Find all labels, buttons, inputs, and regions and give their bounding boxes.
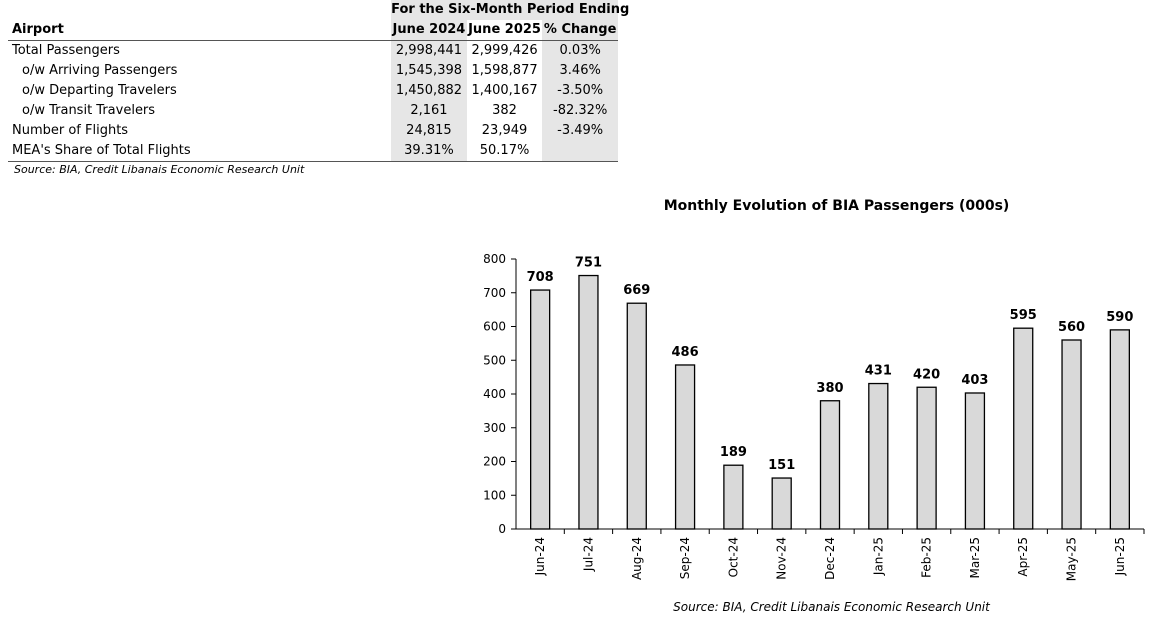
airport-stats-table: For the Six-Month Period Ending Airport …: [8, 0, 629, 162]
x-tick-label: Jan-25: [871, 537, 885, 576]
x-tick-label: Aug-24: [630, 537, 644, 580]
table-row: MEA's Share of Total Flights 39.31% 50.1…: [8, 141, 618, 162]
data-label: 708: [527, 270, 554, 285]
bar: [1109, 329, 1130, 530]
column-header-row: Airport June 2024 June 2025 % Change: [8, 20, 618, 41]
col-header-june-2025: June 2025: [466, 20, 543, 41]
y-tick-label: 0: [498, 522, 506, 536]
y-tick-label: 500: [483, 353, 506, 367]
cell-2024: 1,450,882: [391, 81, 467, 101]
bar: [674, 364, 696, 530]
data-label: 560: [1058, 320, 1085, 335]
cell-2025: 1,400,167: [471, 83, 538, 98]
data-label: 431: [865, 364, 892, 379]
row-label: MEA's Share of Total Flights: [8, 141, 392, 162]
row-label: o/w Arriving Passengers: [22, 63, 178, 78]
x-tick-label: Mar-25: [968, 537, 982, 578]
table-row: o/w Arriving Passengers 1,545,398 1,598,…: [8, 61, 618, 81]
y-tick-label: 100: [483, 488, 506, 502]
bar: [1061, 339, 1082, 530]
x-tick-label: Oct-24: [726, 537, 740, 577]
y-tick-label: 400: [483, 387, 506, 401]
data-label: 669: [623, 283, 650, 298]
col-header-airport: Airport: [8, 20, 392, 41]
y-tick-label: 800: [483, 252, 506, 266]
data-label: 380: [816, 381, 843, 396]
period-header: For the Six-Month Period Ending: [391, 0, 629, 20]
x-tick-label: Nov-24: [775, 537, 789, 580]
bar: [723, 464, 744, 530]
cell-2024: 39.31%: [391, 141, 467, 162]
bar: [964, 392, 986, 530]
cell-2024: 24,815: [391, 121, 467, 141]
cell-2025: 382: [492, 103, 517, 118]
x-tick-label: Jun-24: [533, 537, 547, 576]
cell-change: [542, 141, 618, 162]
row-label: Number of Flights: [12, 123, 129, 138]
y-tick-label: 600: [483, 320, 506, 334]
bar: [771, 477, 792, 530]
cell-change: -3.49%: [542, 121, 618, 141]
x-tick-label: Jul-24: [581, 537, 595, 572]
cell-2025: 1,598,877: [471, 63, 538, 78]
cell-change: 0.03%: [542, 40, 618, 61]
row-label: Total Passengers: [12, 43, 120, 58]
bar-chart: 0 100 200 300 400 500 600 700 800 708 Jun-24 751 Jul…: [483, 252, 1145, 581]
bar: [868, 382, 889, 530]
data-label: 486: [672, 345, 699, 360]
y-tick-label: 300: [483, 421, 506, 435]
data-label: 590: [1106, 310, 1133, 325]
data-label: 151: [768, 458, 795, 473]
x-tick-label: May-25: [1065, 537, 1079, 581]
y-tick-label: 700: [483, 286, 506, 300]
period-header-row: For the Six-Month Period Ending: [8, 0, 629, 20]
table-source-note: Source: BIA, Credit Libanais Economic Re…: [14, 163, 305, 176]
cell-2024: 2,998,441: [391, 40, 467, 61]
cell-change: 3.46%: [542, 61, 618, 81]
x-tick-label: Apr-25: [1016, 537, 1030, 577]
cell-change: -3.50%: [542, 81, 618, 101]
data-label: 595: [1010, 308, 1037, 323]
cell-change: -82.32%: [542, 101, 618, 121]
row-label: o/w Departing Travelers: [22, 83, 177, 98]
cell-2025: 23,949: [481, 123, 528, 138]
cell-2025: 50.17%: [466, 141, 543, 162]
col-header-june-2024: June 2024: [391, 20, 467, 41]
x-tick-label: Dec-24: [823, 537, 837, 580]
bar: [626, 302, 647, 530]
airport-stats-table-container: For the Six-Month Period Ending Airport …: [8, 0, 629, 162]
bar: [578, 274, 599, 530]
data-label: 189: [720, 445, 747, 460]
x-tick-label: Jun-25: [1113, 537, 1127, 576]
col-header-change: % Change: [542, 20, 618, 41]
bar: [1013, 327, 1034, 530]
bar: [916, 386, 937, 530]
table-row: o/w Departing Travelers 1,450,882 1,400,…: [8, 81, 618, 101]
row-label: o/w Transit Travelers: [22, 103, 156, 118]
table-row: Total Passengers 2,998,441 2,999,426 0.0…: [8, 40, 618, 61]
table-row: o/w Transit Travelers 2,161 382 -82.32%: [8, 101, 618, 121]
chart-source-note: Source: BIA, Credit Libanais Economic Re…: [673, 600, 990, 614]
table-row: Number of Flights 24,815 23,949 -3.49%: [8, 121, 618, 141]
data-label: 420: [913, 367, 940, 382]
x-tick-label: Sep-24: [678, 537, 692, 579]
data-label: 403: [961, 373, 988, 388]
bar: [819, 400, 841, 530]
cell-2025: 2,999,426: [471, 43, 538, 58]
chart-title: Monthly Evolution of BIA Passengers (000…: [663, 198, 1010, 214]
bar: [530, 289, 551, 530]
cell-2024: 1,545,398: [391, 61, 467, 81]
cell-2024: 2,161: [391, 101, 467, 121]
x-tick-label: Feb-25: [920, 537, 934, 578]
y-tick-label: 200: [483, 455, 506, 469]
data-label: 751: [575, 256, 602, 271]
